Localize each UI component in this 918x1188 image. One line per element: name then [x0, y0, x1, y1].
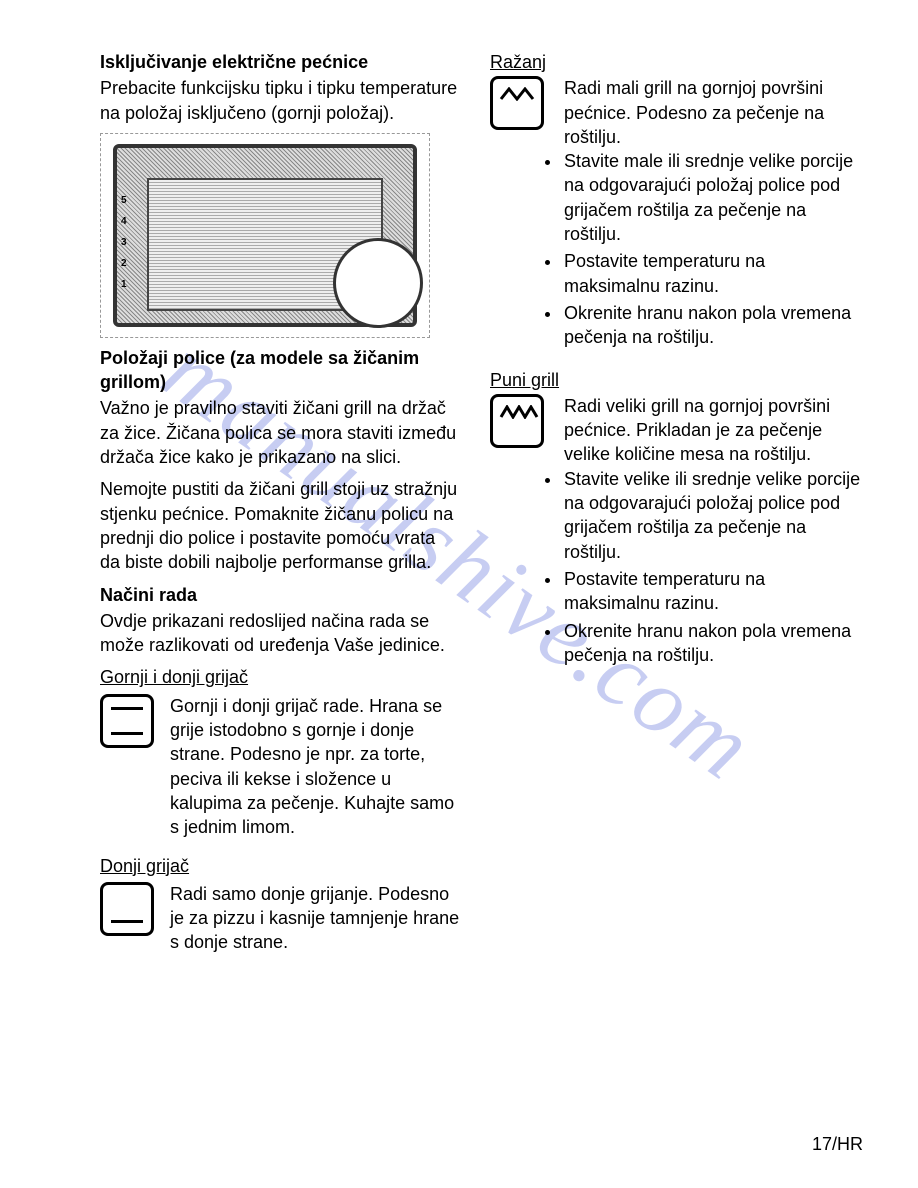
rack-numbers: 5 4 3 2 1 — [121, 190, 127, 295]
heading-turnoff: Isključivanje električne pećnice — [100, 50, 460, 74]
mode-desc: Gornji i donji grijač rade. Hrana se gri… — [170, 694, 460, 840]
mode-title: Gornji i donji grijač — [100, 665, 460, 689]
mode-desc: Radi samo donje grijanje. Podesno je za … — [170, 882, 460, 955]
bullet-list: Stavite velike ili srednje velike porcij… — [552, 467, 863, 667]
oven-outer-frame: 5 4 3 2 1 — [113, 144, 417, 327]
bullet-list: Stavite male ili srednje velike porcije … — [552, 149, 863, 349]
bullet-item: Postavite temperaturu na maksimalnu razi… — [562, 567, 863, 616]
bullet-item: Postavite temperaturu na maksimalnu razi… — [562, 249, 863, 298]
rack-num: 3 — [121, 232, 127, 253]
bullet-item: Stavite velike ili srednje velike porcij… — [562, 467, 863, 564]
bottom-heater-icon — [100, 882, 156, 938]
rack-num: 5 — [121, 190, 127, 211]
bullet-item: Okrenite hranu nakon pola vremena pečenj… — [562, 301, 863, 350]
section-title: Ražanj — [490, 50, 863, 74]
section-desc: Radi mali grill na gornjoj površini pećn… — [564, 76, 863, 149]
section-desc: Radi veliki grill na gornjoj površini pe… — [564, 394, 863, 467]
small-grill-icon — [490, 76, 546, 132]
right-column: Ražanj Radi mali grill na gornjoj površi… — [490, 50, 863, 969]
left-column: Isključivanje električne pećnice Prebaci… — [100, 50, 460, 969]
page-number: 17/HR — [812, 1132, 863, 1156]
mode-bottom: Donji grijač Radi samo donje grijanje. P… — [100, 854, 460, 955]
bullet-item: Okrenite hranu nakon pola vremena pečenj… — [562, 619, 863, 668]
rack-num: 2 — [121, 253, 127, 274]
content-columns: Isključivanje električne pećnice Prebaci… — [100, 50, 863, 969]
full-grill-icon — [490, 394, 546, 450]
mode-title: Donji grijač — [100, 854, 460, 878]
section-razanj: Ražanj Radi mali grill na gornjoj površi… — [490, 50, 863, 350]
mode-top-bottom: Gornji i donji grijač Gornji i donji gri… — [100, 665, 460, 839]
para-turnoff: Prebacite funkcijsku tipku i tipku tempe… — [100, 76, 460, 125]
section-puni-grill: Puni grill Radi veliki grill na gornjoj … — [490, 368, 863, 668]
magnifier-circle — [333, 238, 423, 328]
oven-diagram: 5 4 3 2 1 — [100, 133, 430, 338]
section-title: Puni grill — [490, 368, 863, 392]
zigzag-icon — [499, 405, 541, 419]
rack-num: 1 — [121, 274, 127, 295]
para-shelf-1: Važno je pravilno staviti žičani grill n… — [100, 396, 460, 469]
top-bottom-heater-icon — [100, 694, 156, 750]
heading-modes: Načini rada — [100, 583, 460, 607]
heading-shelf-positions: Položaji police (za modele sa žičanim gr… — [100, 346, 460, 395]
bullet-item: Stavite male ili srednje velike porcije … — [562, 149, 863, 246]
para-modes-intro: Ovdje prikazani redoslijed načina rada s… — [100, 609, 460, 658]
rack-num: 4 — [121, 211, 127, 232]
zigzag-icon — [499, 87, 541, 101]
para-shelf-2: Nemojte pustiti da žičani grill stoji uz… — [100, 477, 460, 574]
